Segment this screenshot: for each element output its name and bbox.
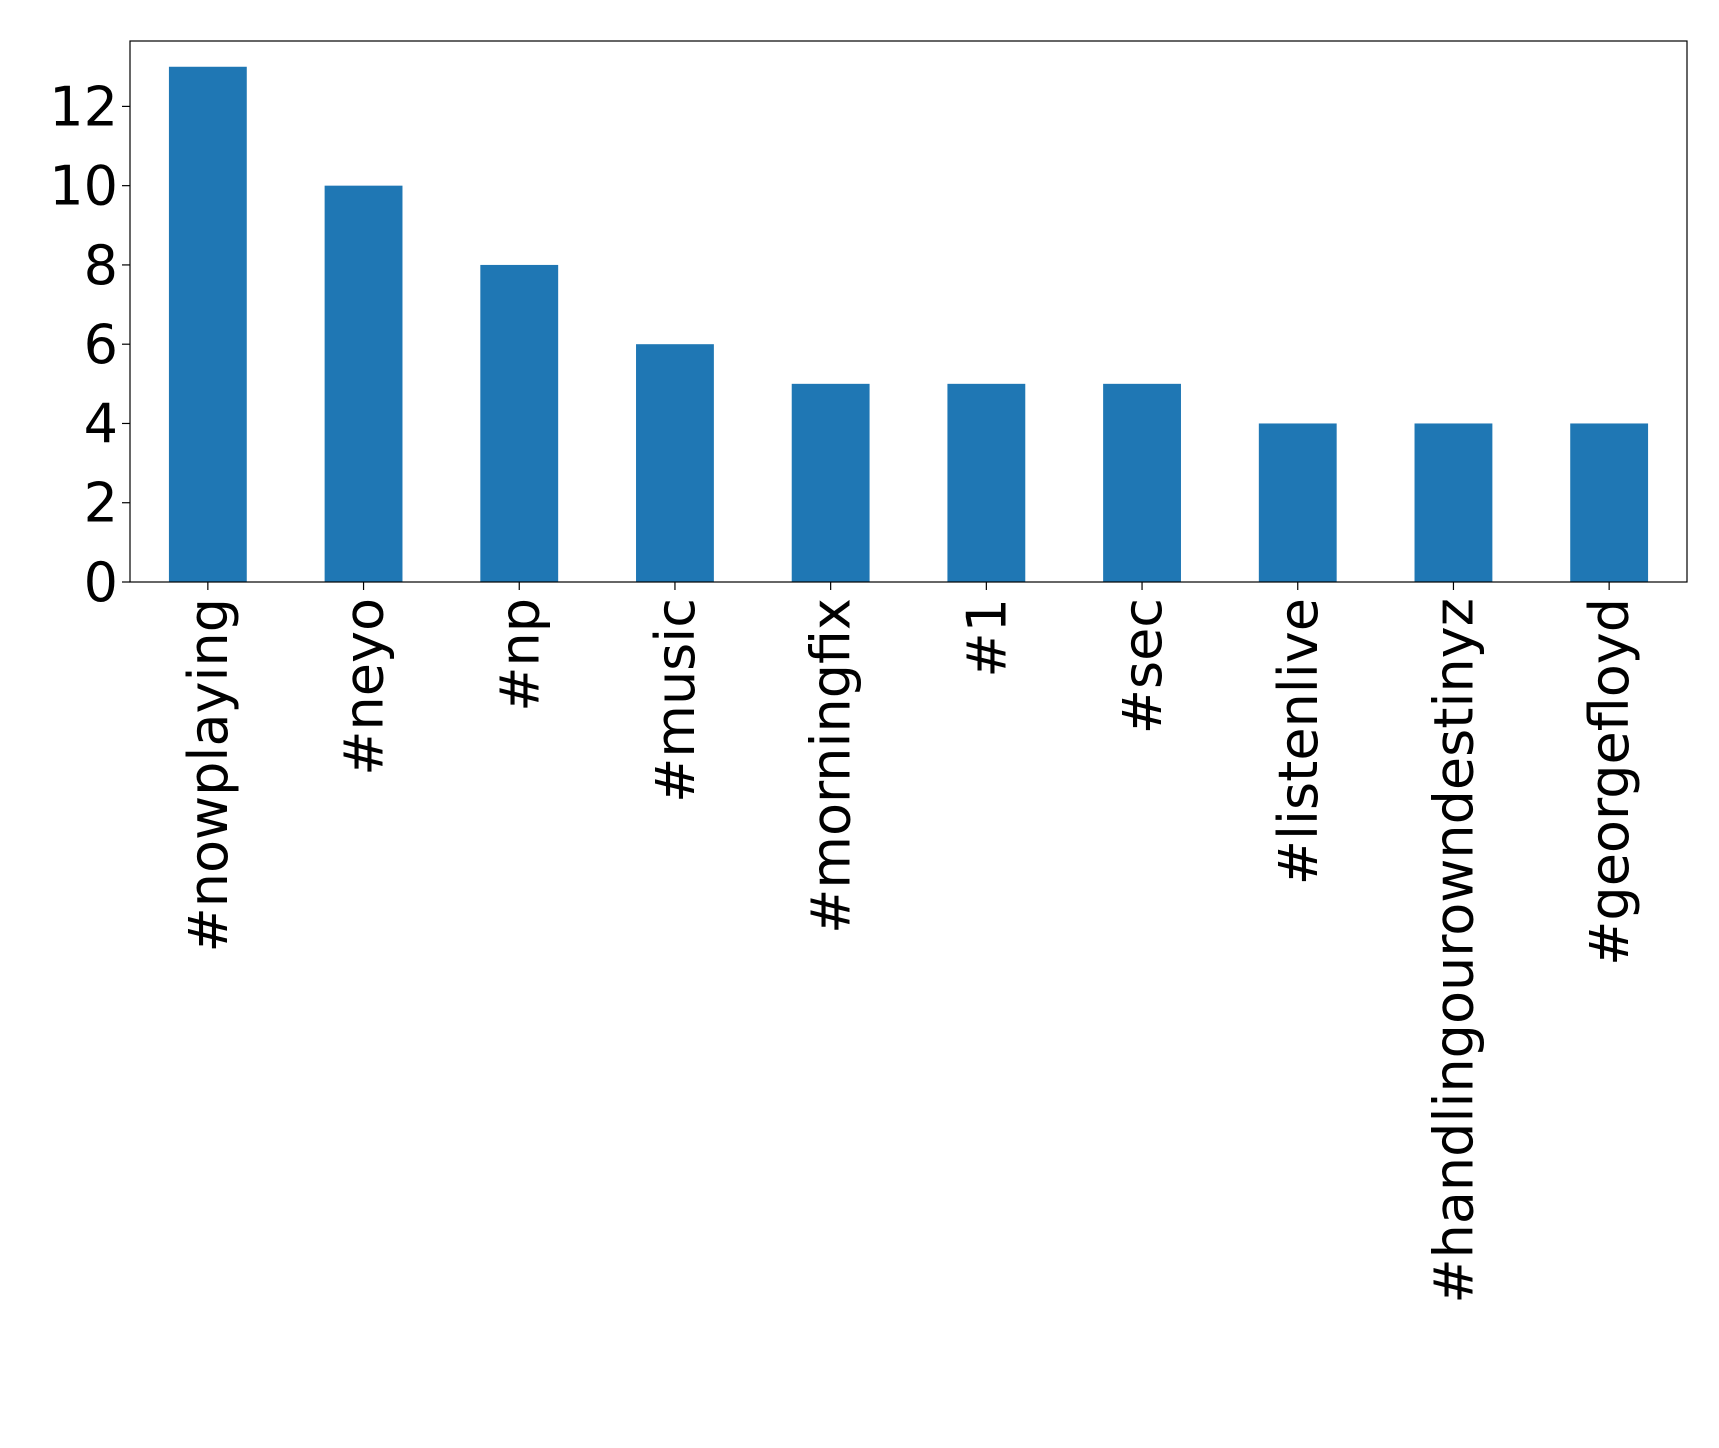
x-tick-label: #neyo bbox=[333, 598, 396, 776]
bar bbox=[636, 344, 714, 582]
x-tick-label: #morningfix bbox=[800, 598, 863, 934]
bar bbox=[791, 383, 870, 582]
x-tick-label: #music bbox=[644, 598, 707, 803]
y-tick-label: 8 bbox=[84, 234, 118, 297]
bar bbox=[1103, 383, 1181, 582]
bar bbox=[947, 383, 1026, 582]
y-tick-label: 6 bbox=[84, 313, 118, 376]
x-tick-label: #nowplaying bbox=[177, 598, 240, 953]
x-tick-label: #sec bbox=[1111, 598, 1174, 734]
bar bbox=[1414, 423, 1493, 582]
plot-frame bbox=[129, 40, 1688, 583]
bar bbox=[324, 185, 403, 582]
y-tick-label: 2 bbox=[84, 472, 118, 535]
bar bbox=[1570, 423, 1649, 582]
x-tick-label: #1 bbox=[955, 598, 1018, 678]
x-tick-label: #handlingourowndestinyz bbox=[1422, 598, 1485, 1304]
bar bbox=[168, 66, 247, 582]
y-tick-label: 0 bbox=[84, 551, 118, 614]
bar bbox=[1258, 423, 1337, 582]
bar bbox=[480, 264, 559, 582]
x-tick-label: #listenlive bbox=[1267, 598, 1330, 885]
x-tick-label: #np bbox=[488, 598, 551, 712]
y-tick-label: 4 bbox=[84, 392, 118, 455]
y-tick-label: 12 bbox=[49, 75, 118, 138]
y-tick-label: 10 bbox=[49, 155, 118, 218]
x-tick-label: #georgefloyd bbox=[1578, 598, 1641, 966]
